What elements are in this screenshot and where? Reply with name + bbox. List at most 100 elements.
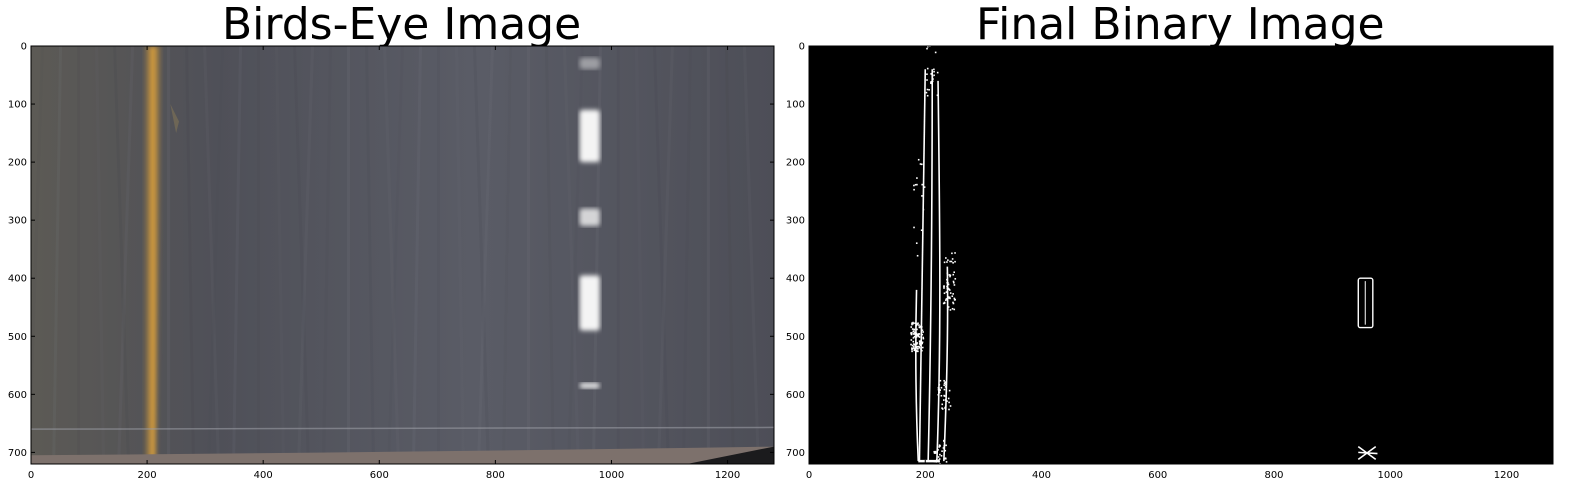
binary-noise-pixel [910, 333, 913, 335]
binary-noise-pixel [945, 257, 947, 259]
y-tick-label: 500 [8, 332, 27, 343]
road-streak [412, 46, 422, 464]
road-streak [95, 46, 106, 464]
y-tick-label: 100 [8, 100, 27, 111]
binary-noise-pixel [946, 261, 948, 263]
binary-noise-pixel [921, 346, 924, 349]
road-streak [383, 46, 400, 464]
binary-noise-pixel [947, 259, 949, 261]
binary-noise-pixel [912, 340, 915, 343]
right-dash-bottom-blob [1357, 445, 1378, 461]
binary-noise-pixel [915, 242, 918, 244]
binary-noise-pixel [948, 274, 951, 276]
y-tick-label: 700 [8, 448, 27, 459]
binary-title: Final Binary Image [976, 0, 1385, 50]
y-tick-label: 700 [786, 448, 805, 459]
binary-noise-pixel [942, 399, 945, 401]
binary-noise-pixel [926, 94, 929, 97]
white-lane-dash [579, 208, 600, 226]
binary-noise-pixel [953, 284, 956, 286]
binary-noise-pixel [944, 399, 947, 401]
binary-background [809, 46, 1553, 464]
binary-noise-pixel [933, 74, 935, 77]
binary-noise-pixel [941, 450, 943, 453]
binary-noise-pixel [941, 408, 944, 410]
binary-noise-pixel [933, 450, 935, 453]
binary-noise-pixel [944, 406, 947, 408]
binary-noise-pixel [926, 67, 929, 70]
road-streak [544, 46, 555, 464]
binary-noise-pixel [940, 394, 943, 397]
binary-noise-pixel [949, 260, 951, 263]
binary-noise-pixel [951, 307, 954, 310]
binary-noise-pixel [934, 51, 937, 54]
x-tick-label: 400 [1032, 470, 1051, 481]
binary-noise-pixel [952, 302, 955, 305]
binary-noise-pixel [948, 288, 950, 291]
binary-noise-pixel [917, 348, 919, 350]
binary-noise-pixel [954, 252, 956, 254]
binary-noise-pixel [943, 292, 946, 295]
binary-noise-pixel [919, 340, 921, 342]
road-streak [742, 46, 760, 464]
road-streak [52, 46, 63, 464]
y-tick-label: 100 [786, 100, 805, 111]
binary-noise-pixel [927, 46, 929, 48]
binary-noise-pixel [919, 163, 922, 165]
binary-noise-pixel [931, 75, 934, 78]
road-streak [232, 46, 243, 464]
binary-noise-pixel [943, 379, 945, 382]
binary-noise-pixel [942, 302, 945, 305]
binary-noise-pixel [913, 188, 915, 191]
binary-noise-pixel [917, 322, 919, 325]
binary-noise-pixel [913, 328, 916, 331]
road-streak [634, 46, 645, 464]
binary-noise-pixel [945, 382, 947, 385]
binary-noise-pixel [910, 339, 913, 341]
binary-noise-pixel [943, 382, 946, 385]
binary-noise-pixel [932, 78, 934, 80]
binary-noise-pixel [943, 388, 946, 391]
binary-noise-pixel [946, 272, 949, 275]
binary-noise-pixel [913, 345, 915, 348]
binary-noise-pixel [933, 452, 936, 454]
binary-noise-pixel [914, 183, 917, 186]
yellow-lane-marking [144, 46, 162, 464]
binary-noise-pixel [934, 450, 937, 453]
y-tick-label: 500 [786, 332, 805, 343]
binary-noise-pixel [949, 292, 952, 294]
binary-noise-pixel [948, 408, 950, 411]
binary-noise-pixel [943, 457, 945, 460]
binary-noise-pixel [948, 401, 950, 404]
y-tick-label: 400 [786, 274, 805, 285]
binary-noise-pixel [938, 383, 941, 386]
binary-noise-pixel [921, 195, 923, 197]
binary-noise-pixel [915, 346, 918, 348]
binary-noise-pixel [944, 386, 947, 388]
binary-noise-pixel [921, 333, 924, 336]
binary-noise-pixel [930, 81, 932, 83]
binary-noise-pixel [949, 405, 952, 407]
binary-noise-pixel [911, 328, 914, 330]
binary-noise-pixel [914, 348, 916, 350]
binary-noise-pixel [926, 88, 929, 91]
binary-noise-pixel [941, 407, 943, 409]
binary-noise-pixel [946, 290, 948, 293]
binary-noise-pixel [926, 73, 928, 76]
x-tick-label: 800 [1264, 470, 1283, 481]
binary-noise-pixel [945, 298, 948, 300]
binary-noise-pixel [954, 260, 956, 263]
binary-noise-pixel [930, 82, 933, 85]
binary-noise-pixel [922, 331, 924, 333]
binary-noise-pixel [946, 307, 949, 310]
road-streak [387, 46, 404, 464]
binary-noise-pixel [911, 323, 913, 326]
binary-noise-pixel [947, 295, 949, 298]
binary-noise-pixel [948, 296, 951, 299]
binary-noise-pixel [954, 298, 957, 301]
binary-noise-pixel [913, 343, 915, 345]
binary-noise-pixel [952, 293, 954, 295]
binary-noise-pixel [935, 459, 938, 461]
binary-noise-pixel [911, 344, 914, 347]
binary-noise-pixel [943, 285, 945, 287]
